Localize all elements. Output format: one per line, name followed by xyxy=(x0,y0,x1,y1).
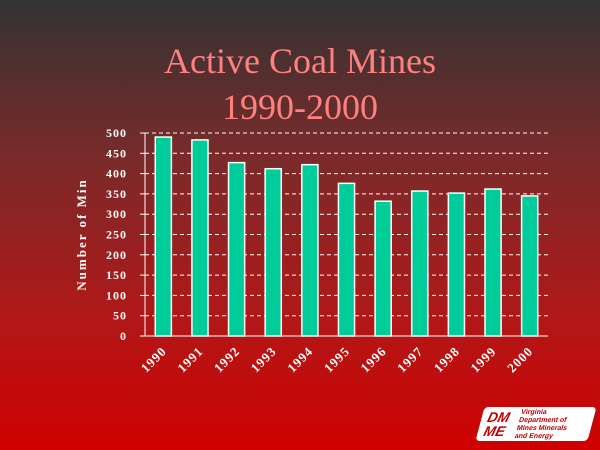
x-tick-label: 1991 xyxy=(174,344,206,376)
y-tick-label: 0 xyxy=(120,329,127,343)
chart-title: Active Coal Mines 1990-2000 xyxy=(0,38,600,130)
bar xyxy=(301,163,319,337)
x-tick-label: 1997 xyxy=(394,344,426,376)
y-tick-label: 300 xyxy=(106,207,127,221)
y-tick-label: 500 xyxy=(106,126,127,140)
y-tick-label: 350 xyxy=(106,187,127,201)
y-tick-label: 150 xyxy=(106,268,127,282)
x-tick-label: 1998 xyxy=(431,344,463,376)
bar xyxy=(374,200,392,337)
title-line: Active Coal Mines xyxy=(164,41,436,81)
y-tick-label: 200 xyxy=(106,248,127,262)
y-tick-label: 450 xyxy=(106,146,127,160)
subtitle-line: 1990-2000 xyxy=(222,87,378,127)
x-tick-label: 1999 xyxy=(467,344,499,376)
bar xyxy=(264,167,283,337)
x-tick-label: 1995 xyxy=(321,344,353,376)
bar xyxy=(337,182,356,337)
bar xyxy=(520,195,539,337)
y-tick-label: 400 xyxy=(106,167,127,181)
x-tick-label: 1992 xyxy=(211,344,243,376)
x-tick-label: 1990 xyxy=(138,344,170,376)
bar xyxy=(154,136,173,337)
y-tick-label: 250 xyxy=(106,228,127,242)
bar xyxy=(447,192,466,337)
bar xyxy=(191,139,209,337)
x-tick-label: 2000 xyxy=(504,344,536,376)
y-tick-label: 100 xyxy=(106,288,127,302)
x-tick-label: 1993 xyxy=(248,344,280,376)
y-tick-label: 50 xyxy=(113,309,127,323)
bar xyxy=(410,190,429,337)
x-tick-label: 1994 xyxy=(284,344,316,376)
dmme-logo: DM ME Virginia Department of Mines Minerals… xyxy=(475,407,597,441)
x-tick-label: 1996 xyxy=(357,344,389,376)
y-axis-label: Number of Min xyxy=(74,178,89,290)
bar xyxy=(484,188,502,337)
bar xyxy=(227,161,246,337)
